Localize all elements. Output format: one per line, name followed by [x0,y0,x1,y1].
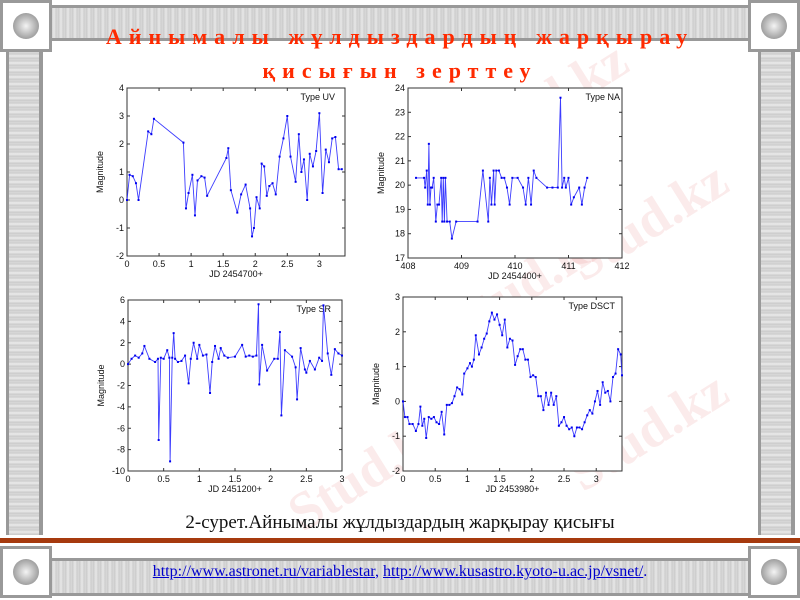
svg-text:-2: -2 [116,251,124,261]
svg-text:2.5: 2.5 [300,474,313,484]
svg-text:Type DSCT: Type DSCT [568,301,615,311]
link-suffix: . [643,563,648,580]
svg-text:23: 23 [395,107,405,117]
svg-text:2: 2 [120,338,125,348]
svg-text:-8: -8 [117,445,125,455]
svg-text:411: 411 [561,261,575,271]
svg-text:0: 0 [120,359,125,369]
svg-text:-1: -1 [116,223,124,233]
svg-text:2: 2 [268,474,273,484]
svg-text:6: 6 [120,295,125,305]
svg-text:3: 3 [119,111,124,121]
svg-text:2: 2 [119,139,124,149]
svg-text:0.5: 0.5 [157,474,170,484]
svg-text:-2: -2 [392,466,400,476]
accent-divider [0,538,800,543]
link-vsnet[interactable]: http://www.kusastro.kyoto-u.ac.jp/vsnet/ [383,563,644,580]
svg-text:Type NA: Type NA [585,92,620,102]
svg-text:19: 19 [395,204,405,214]
top-frame-bar [48,5,752,41]
svg-text:409: 409 [454,261,469,271]
link-astronet[interactable]: http://www.astronet.ru/variablestar [152,563,375,580]
svg-text:Type SR: Type SR [296,304,331,314]
svg-text:4: 4 [119,83,124,93]
svg-text:1.5: 1.5 [229,474,242,484]
svg-text:Magnitude: Magnitude [376,152,386,194]
chart-type-sr: 0 0.5 1 1.5 2 2.5 3 -10 -8 -6 -4 -2 0 2 4 6 JD 2451200+ M… [96,295,345,494]
svg-text:1: 1 [189,259,194,269]
slide-title-line-2: қисығын зерттеу [262,58,538,83]
knob-icon [761,559,787,585]
svg-text:Magnitude: Magnitude [96,364,106,406]
svg-text:2: 2 [395,327,400,337]
svg-text:0.5: 0.5 [429,474,442,484]
svg-text:0: 0 [400,474,405,484]
svg-text:17: 17 [395,253,405,263]
svg-text:2.5: 2.5 [281,259,294,269]
svg-text:Magnitude: Magnitude [95,151,105,193]
corner-bottom-left [0,546,52,598]
figure-caption: 2-сурет.Айнымалы жұлдыздардың жарқырау қ… [185,512,615,533]
svg-text:0: 0 [125,474,130,484]
svg-text:21: 21 [395,156,405,166]
svg-text:-1: -1 [392,431,400,441]
svg-text:24: 24 [395,83,405,93]
svg-text:-4: -4 [117,402,125,412]
svg-text:1.5: 1.5 [493,474,506,484]
svg-text:-2: -2 [117,381,125,391]
knob-icon [13,559,39,585]
svg-text:1: 1 [465,474,470,484]
svg-text:-6: -6 [117,423,125,433]
chart-type-na: 408 409 410 411 412 17 18 19 20 21 22 23 24 JD 245440… [376,83,630,280]
corner-top-right [748,0,800,52]
svg-text:JD 2454400+: JD 2454400+ [488,271,542,280]
svg-text:3: 3 [317,259,322,269]
svg-text:408: 408 [400,261,415,271]
slide-title-line-1: Айнымалы жұлдыздардың жарқырау [105,24,695,49]
svg-text:3: 3 [594,474,599,484]
svg-text:JD 2453980+: JD 2453980+ [486,484,540,494]
svg-text:2: 2 [529,474,534,484]
bottom-frame-bar [48,558,752,596]
svg-text:22: 22 [395,132,405,142]
corner-bottom-right [748,546,800,598]
svg-text:1.5: 1.5 [217,259,230,269]
svg-text:0: 0 [395,396,400,406]
svg-text:3: 3 [395,292,400,302]
svg-text:0.5: 0.5 [153,259,166,269]
svg-text:-10: -10 [112,466,125,476]
svg-text:Magnitude: Magnitude [371,363,381,405]
svg-text:412: 412 [614,261,629,271]
svg-text:Type UV: Type UV [300,92,335,102]
svg-text:1: 1 [119,167,124,177]
svg-text:2.5: 2.5 [558,474,571,484]
svg-text:1: 1 [197,474,202,484]
svg-text:JD 2451200+: JD 2451200+ [208,484,262,494]
svg-text:0: 0 [119,195,124,205]
svg-text:JD 2454700+: JD 2454700+ [209,269,263,279]
corner-top-left [0,0,52,52]
right-frame-bar [758,50,795,535]
knob-icon [13,13,39,39]
svg-text:20: 20 [395,180,405,190]
left-frame-bar [6,50,43,535]
svg-text:410: 410 [507,261,522,271]
source-links: http://www.astronet.ru/variablestar, htt… [0,563,800,581]
svg-text:2: 2 [253,259,258,269]
chart-type-dsct: 0 0.5 1 1.5 2 2.5 3 -2 -1 0 1 2 3 JD 2453980+ Magnitud… [371,292,623,494]
svg-text:0: 0 [124,259,129,269]
svg-text:4: 4 [120,316,125,326]
svg-text:3: 3 [339,474,344,484]
knob-icon [761,13,787,39]
svg-text:18: 18 [395,229,405,239]
link-separator: , [375,563,383,580]
chart-type-uv: 0 0.5 1 1.5 2 2.5 3 -2 -1 0 1 2 3 4 JD 2454700+ Magnitu… [95,83,346,279]
svg-text:1: 1 [395,362,400,372]
